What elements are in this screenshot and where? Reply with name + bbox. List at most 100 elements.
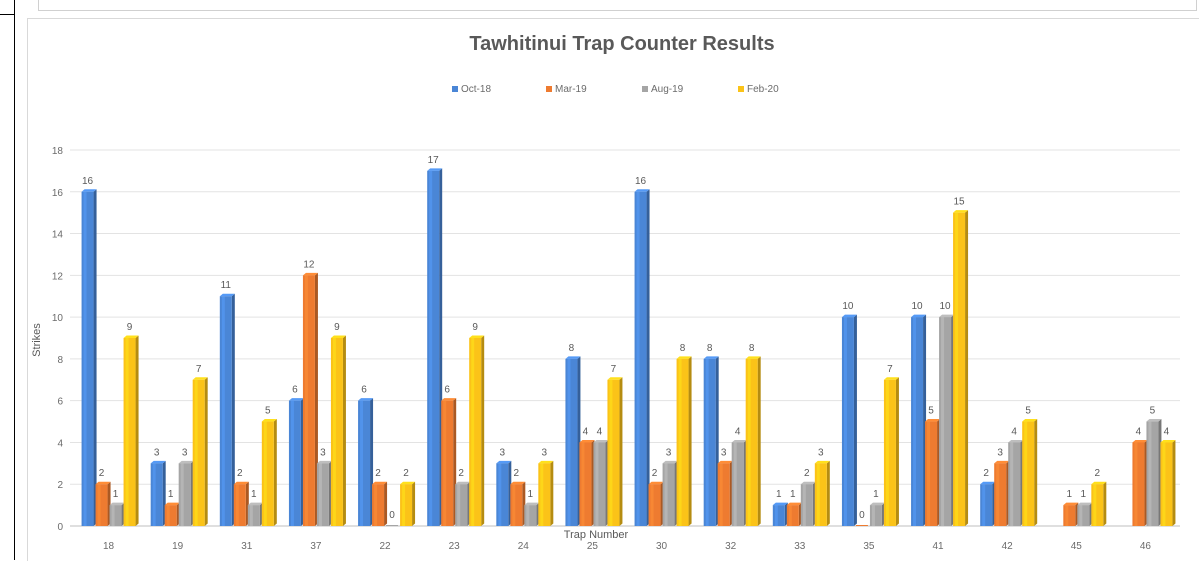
legend-label: Feb-20 <box>747 84 779 95</box>
bar <box>607 379 620 526</box>
bar-highlight <box>125 338 129 526</box>
bar-highlight <box>152 463 156 526</box>
bar-highlight <box>955 212 959 526</box>
data-label: 1 <box>776 489 782 500</box>
bar-highlight <box>567 358 571 526</box>
bar <box>219 296 232 526</box>
bar-highlight <box>443 400 447 526</box>
bar <box>1063 505 1076 526</box>
bar <box>233 484 246 526</box>
x-axis-label: Trap Number <box>564 529 629 541</box>
bar-highlight <box>678 358 682 526</box>
bar <box>855 525 868 526</box>
bar-top <box>302 272 318 276</box>
x-tick-label: 31 <box>241 541 253 552</box>
bar-top <box>800 481 816 485</box>
data-label: 1 <box>1081 489 1087 500</box>
bar-side <box>1034 419 1038 526</box>
bar-top <box>288 398 304 401</box>
bar <box>150 463 163 526</box>
data-label: 16 <box>82 176 94 187</box>
bar-highlight <box>843 317 847 526</box>
bar-highlight <box>1010 442 1014 526</box>
bar <box>455 484 468 526</box>
bar-top <box>1132 439 1148 443</box>
bar <box>593 442 606 526</box>
bar-highlight <box>360 400 364 526</box>
bar-top <box>772 502 788 506</box>
y-tick-label: 12 <box>52 271 64 282</box>
bar-highlight <box>802 484 806 526</box>
bar-highlight <box>1162 442 1166 526</box>
bar <box>925 421 938 526</box>
bar-top <box>261 419 277 422</box>
bar <box>953 212 966 526</box>
bar-top <box>953 210 969 213</box>
bar-highlight <box>402 484 406 526</box>
data-label: 3 <box>500 447 506 458</box>
bar <box>939 317 952 526</box>
data-label: 1 <box>113 489 119 500</box>
data-label: 2 <box>652 468 658 479</box>
x-tick-label: 42 <box>1002 541 1014 552</box>
bar <box>261 421 274 526</box>
data-label: 2 <box>514 468 520 479</box>
bar-top <box>372 481 388 485</box>
data-label: 11 <box>221 280 232 291</box>
bar-top <box>150 460 166 464</box>
bar-top <box>427 168 443 171</box>
left-border-tick <box>0 14 15 15</box>
x-tick-label: 25 <box>587 541 599 552</box>
bar-highlight <box>526 505 530 526</box>
legend-label: Aug-19 <box>651 84 684 95</box>
bar-top <box>316 460 332 464</box>
bar-highlight <box>304 275 308 526</box>
bar-top <box>869 502 885 506</box>
bar-highlight <box>982 484 986 526</box>
data-label: 2 <box>983 468 989 479</box>
y-tick-label: 10 <box>52 313 64 324</box>
bar-top <box>676 356 692 359</box>
bar <box>1022 421 1035 526</box>
bar <box>192 379 205 526</box>
y-tick-label: 8 <box>57 355 63 366</box>
bar-top <box>538 460 554 464</box>
data-label: 2 <box>375 468 381 479</box>
bar-top <box>980 481 996 485</box>
bar <box>717 463 730 526</box>
bar <box>980 484 993 526</box>
bar <box>648 484 661 526</box>
data-label: 1 <box>251 489 257 500</box>
data-label: 12 <box>303 259 315 270</box>
bar-highlight <box>705 358 709 526</box>
data-label: 2 <box>99 468 105 479</box>
bar-side <box>646 189 650 526</box>
bar-top <box>593 439 609 443</box>
data-label: 1 <box>168 489 174 500</box>
data-label: 4 <box>1164 426 1170 437</box>
bar-highlight <box>816 463 820 526</box>
bar <box>372 484 385 526</box>
data-label: 2 <box>403 468 409 479</box>
bar-top <box>95 481 111 485</box>
bar-side <box>965 210 969 526</box>
data-label: 5 <box>1150 406 1156 417</box>
chart-title: Tawhitinui Trap Counter Results <box>469 33 774 55</box>
x-tick-label: 46 <box>1140 541 1152 552</box>
bar <box>841 317 854 526</box>
bar-top <box>219 293 235 297</box>
left-border <box>14 0 15 560</box>
legend-swatch <box>642 86 648 92</box>
bar-top <box>648 481 664 485</box>
bar <box>1146 421 1159 526</box>
bar <box>883 379 896 526</box>
bar <box>745 358 758 526</box>
bar-top <box>579 439 595 443</box>
data-label: 10 <box>940 301 952 312</box>
bar-top <box>192 377 208 380</box>
bar-top <box>939 314 955 318</box>
bar <box>634 191 647 526</box>
bar <box>786 505 799 526</box>
bar <box>469 338 482 526</box>
bar-highlight <box>471 338 475 526</box>
